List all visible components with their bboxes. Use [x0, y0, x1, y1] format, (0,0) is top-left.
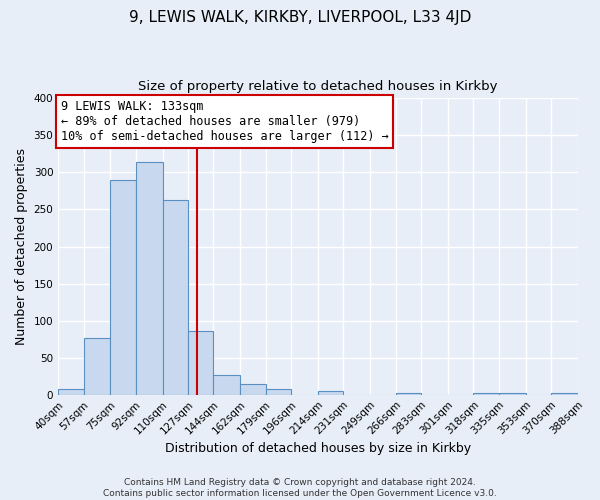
Bar [188, 331, 214, 394]
Bar [110, 180, 136, 394]
Bar [163, 200, 188, 394]
Bar [58, 389, 83, 394]
Bar [396, 393, 421, 394]
X-axis label: Distribution of detached houses by size in Kirkby: Distribution of detached houses by size … [165, 442, 471, 455]
Text: Contains HM Land Registry data © Crown copyright and database right 2024.
Contai: Contains HM Land Registry data © Crown c… [103, 478, 497, 498]
Title: Size of property relative to detached houses in Kirkby: Size of property relative to detached ho… [138, 80, 498, 93]
Bar [499, 392, 526, 394]
Text: 9 LEWIS WALK: 133sqm
← 89% of detached houses are smaller (979)
10% of semi-deta: 9 LEWIS WALK: 133sqm ← 89% of detached h… [61, 100, 389, 143]
Bar [318, 391, 343, 394]
Bar [551, 392, 578, 394]
Bar [83, 338, 110, 394]
Bar [266, 389, 291, 394]
Text: 9, LEWIS WALK, KIRKBY, LIVERPOOL, L33 4JD: 9, LEWIS WALK, KIRKBY, LIVERPOOL, L33 4J… [129, 10, 471, 25]
Bar [136, 162, 163, 394]
Bar [473, 392, 499, 394]
Y-axis label: Number of detached properties: Number of detached properties [15, 148, 28, 345]
Bar [241, 384, 266, 394]
Bar [214, 376, 241, 394]
